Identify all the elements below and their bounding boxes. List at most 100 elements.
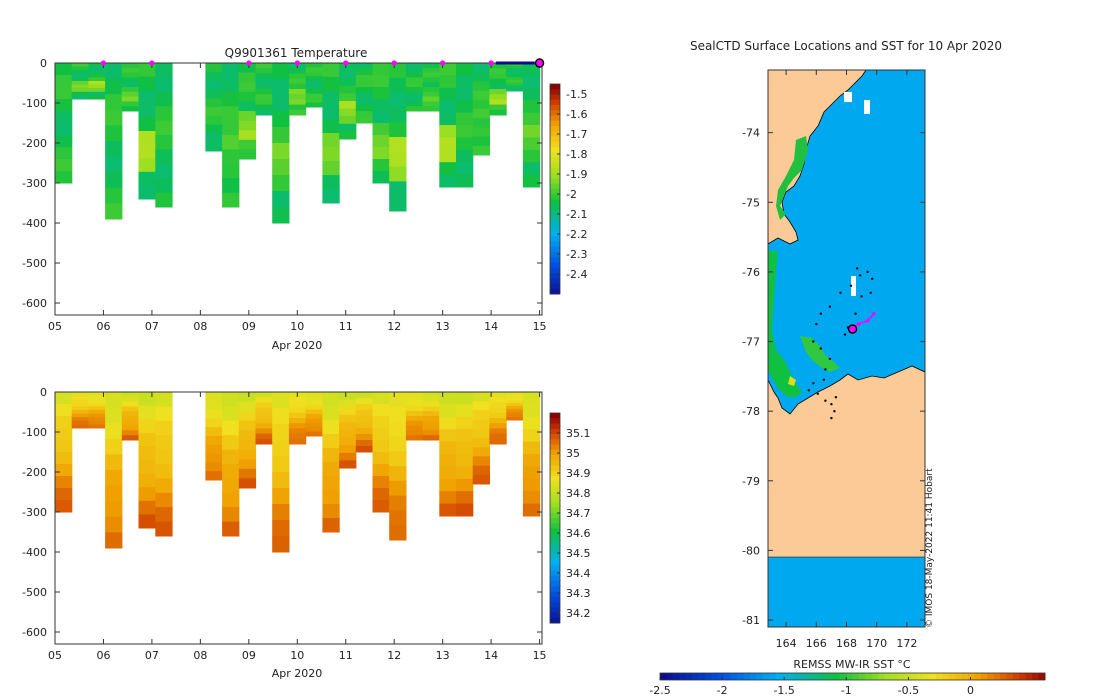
profile-cell bbox=[71, 424, 89, 429]
float-positions bbox=[807, 267, 876, 420]
profile-cell bbox=[255, 99, 273, 106]
profile-cell bbox=[372, 392, 390, 405]
profile-cell bbox=[389, 77, 407, 94]
profile-cell bbox=[138, 446, 156, 461]
profile-cell bbox=[522, 392, 541, 405]
profile-cell bbox=[405, 82, 424, 88]
profile-cell bbox=[439, 100, 457, 114]
colorbar-segment bbox=[550, 549, 560, 556]
profile-cell bbox=[255, 423, 273, 429]
sst-colorbar-segment bbox=[666, 673, 674, 680]
profile-cell bbox=[305, 431, 323, 437]
sst-colorbar-tick-label: -1 bbox=[841, 684, 852, 697]
colorbar-segment bbox=[550, 586, 560, 592]
coastal-sst-warm bbox=[788, 376, 796, 386]
profile-cell bbox=[355, 63, 374, 70]
profile-cell bbox=[322, 105, 340, 120]
current-position-marker bbox=[847, 324, 858, 334]
profile-cell bbox=[322, 91, 340, 106]
colorbar-segment bbox=[550, 575, 560, 582]
profile-cell bbox=[456, 63, 474, 76]
colorbar-frame bbox=[549, 412, 561, 624]
position-dot bbox=[830, 416, 833, 420]
colorbar-segment bbox=[550, 147, 560, 153]
profile-cell bbox=[205, 107, 223, 117]
colorbar-segment bbox=[550, 94, 560, 101]
profile-cell bbox=[238, 478, 257, 489]
profile-cell bbox=[372, 111, 390, 124]
position-dot bbox=[854, 312, 857, 315]
profile-cell bbox=[522, 100, 541, 114]
profile-cell bbox=[55, 63, 73, 76]
recent-track-point bbox=[871, 311, 876, 316]
profile-cell bbox=[389, 122, 407, 138]
profile-cell bbox=[405, 411, 424, 417]
profile-cell bbox=[155, 464, 173, 479]
lon-tick-label: 172 bbox=[896, 637, 917, 650]
profile-cell bbox=[205, 98, 223, 108]
profile-cell bbox=[55, 99, 73, 112]
profile-cell bbox=[339, 414, 357, 423]
sst-colorbar-segment bbox=[788, 673, 796, 680]
profile-cell bbox=[472, 410, 490, 421]
profile-cell bbox=[339, 63, 357, 72]
profile-cell bbox=[355, 404, 374, 411]
profile-cell bbox=[238, 101, 257, 112]
profile-cell bbox=[472, 99, 490, 110]
profile-cell bbox=[472, 474, 490, 485]
profile-cell bbox=[355, 69, 374, 76]
profile-cell bbox=[105, 63, 123, 80]
profile-cell bbox=[71, 81, 89, 86]
colorbar-segment bbox=[550, 533, 560, 540]
profile-cell bbox=[138, 419, 156, 434]
colorbar-segment bbox=[550, 413, 560, 419]
sst-colorbar-segment bbox=[743, 673, 751, 680]
sst-colorbar-segment bbox=[775, 673, 783, 680]
profile-cell bbox=[121, 425, 140, 431]
sst-colorbar-segment bbox=[884, 673, 892, 680]
y-tick-label: -600 bbox=[22, 297, 47, 310]
profile-cell bbox=[422, 420, 440, 427]
profile-cell bbox=[288, 428, 307, 435]
profile-cell bbox=[372, 440, 390, 453]
profile-cell bbox=[389, 525, 407, 541]
position-dot bbox=[849, 284, 853, 287]
position-dot bbox=[869, 291, 872, 294]
profile-cell bbox=[138, 460, 156, 475]
profile-cell bbox=[489, 94, 507, 100]
profile-cell bbox=[288, 78, 307, 85]
coastal-sst-band bbox=[768, 250, 802, 398]
sst-colorbar-segment bbox=[1012, 673, 1020, 680]
profile-cell bbox=[255, 438, 273, 445]
profile-cell bbox=[222, 492, 240, 508]
profile-cell bbox=[489, 407, 507, 414]
sst-colorbar-segment bbox=[1038, 673, 1046, 680]
profile-cell bbox=[71, 91, 89, 96]
profile-cell bbox=[222, 521, 240, 537]
profile-cell bbox=[105, 470, 123, 487]
profile-cell bbox=[272, 127, 290, 144]
colorbar-segment bbox=[550, 444, 560, 451]
profile-cell bbox=[489, 428, 507, 435]
profile-cell bbox=[305, 405, 323, 411]
profile-cell bbox=[506, 74, 524, 78]
sst-colorbar-segment bbox=[955, 673, 963, 680]
position-dot bbox=[871, 277, 874, 281]
profile-cell bbox=[439, 149, 457, 163]
profile-cell bbox=[71, 95, 89, 100]
colorbar-segment bbox=[550, 288, 560, 295]
profile-cell bbox=[405, 430, 424, 436]
y-tick-label: -200 bbox=[22, 137, 47, 150]
profile-cell bbox=[422, 101, 440, 107]
colorbar-segment bbox=[550, 528, 560, 535]
colorbar-segment bbox=[550, 262, 560, 269]
position-dot bbox=[866, 270, 869, 274]
x-tick-label: 13 bbox=[436, 649, 450, 662]
profile-cell bbox=[472, 136, 490, 147]
colorbar-segment bbox=[550, 162, 560, 169]
profile-cell bbox=[456, 491, 474, 505]
profile-cell bbox=[222, 464, 240, 479]
profile-cell bbox=[422, 91, 440, 98]
map-longitude-axis: 164 166 168 170 172 bbox=[776, 70, 917, 650]
x-tick-label: 14 bbox=[484, 649, 498, 662]
